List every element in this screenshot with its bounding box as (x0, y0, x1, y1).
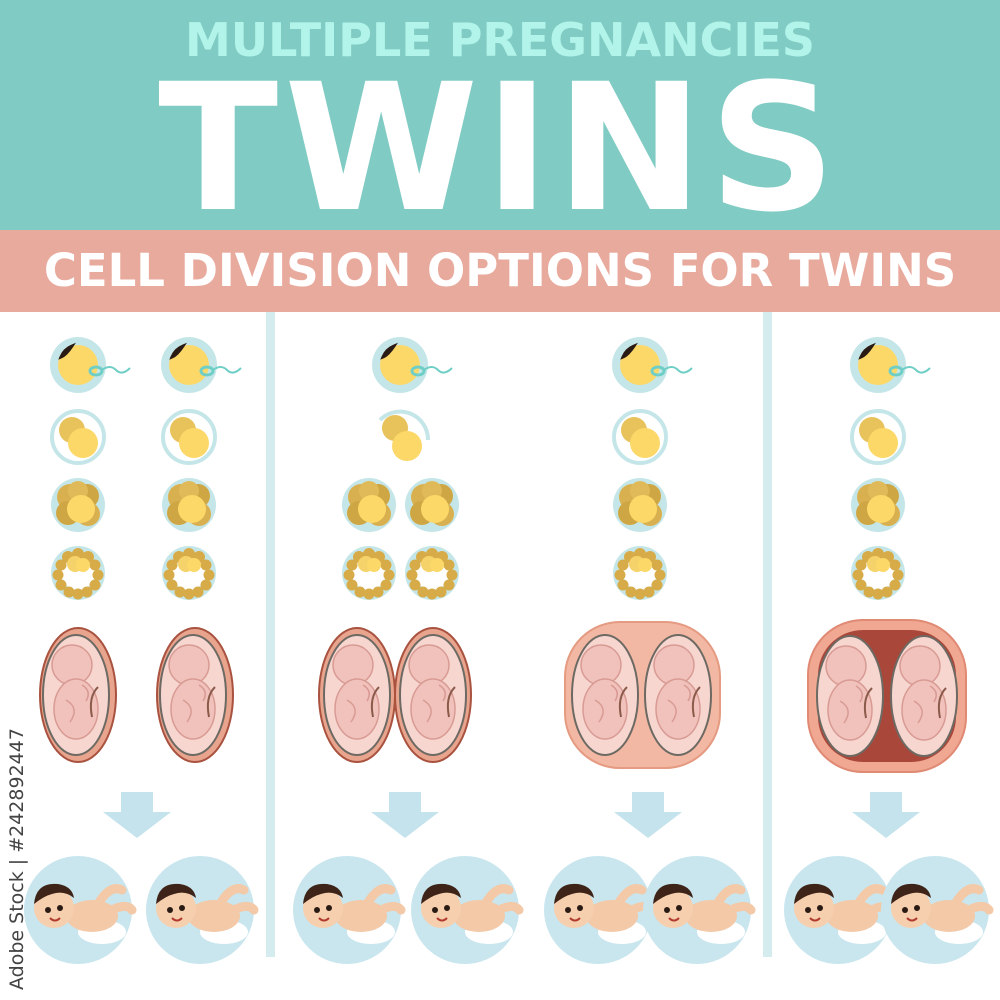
baby-icon (146, 856, 254, 964)
fetus-sac-icon (807, 619, 967, 773)
header: MULTIPLE PREGNANCIES TWINS (0, 0, 1000, 230)
option-shared-placenta (544, 335, 751, 964)
zygote-icon (48, 335, 132, 395)
column-divider (266, 312, 275, 957)
morula-icon (342, 478, 396, 532)
fetus-sac-icon (318, 627, 472, 763)
watermark: Adobe Stock | #242892447 (6, 728, 28, 990)
down-arrow-icon (852, 792, 920, 838)
blastocyst-icon (851, 546, 905, 600)
option-early-split (293, 335, 519, 964)
morula-icon (51, 478, 105, 532)
baby-icon (881, 856, 989, 964)
baby-icon (24, 856, 132, 964)
morula-icon (405, 478, 459, 532)
fetus-sac-icon (156, 627, 234, 763)
two-cell-icon (161, 409, 217, 465)
fetus-sac-icon (39, 627, 117, 763)
down-arrow-icon (103, 792, 171, 838)
title: TWINS (158, 74, 842, 224)
morula-icon (851, 478, 905, 532)
two-cell-icon (612, 409, 668, 465)
two-cell-icon (850, 409, 906, 465)
baby-icon (411, 856, 519, 964)
morula-icon (162, 478, 216, 532)
blastocyst-icon (162, 546, 216, 600)
blastocyst-icon (405, 546, 459, 600)
blastocyst-icon (51, 546, 105, 600)
baby-icon (784, 856, 892, 964)
fetus-sac-icon (564, 621, 721, 769)
baby-icon (544, 856, 652, 964)
column-divider (763, 312, 772, 957)
down-arrow-icon (371, 792, 439, 838)
twin-diagram (0, 335, 1000, 1000)
two-cell-icon (50, 409, 106, 465)
subtitle: MULTIPLE PREGNANCIES (184, 13, 816, 67)
zygote-icon (848, 335, 932, 395)
two-cell-icon (378, 409, 431, 461)
blastocyst-icon (342, 546, 396, 600)
morula-icon (613, 478, 667, 532)
down-arrow-icon (614, 792, 682, 838)
baby-icon (293, 856, 401, 964)
blastocyst-icon (613, 546, 667, 600)
option-dichorionic-separate (24, 335, 254, 964)
option-shared-sac (784, 335, 989, 964)
zygote-icon (610, 335, 694, 395)
section-band: CELL DIVISION OPTIONS FOR TWINS (0, 230, 1000, 312)
section-title: CELL DIVISION OPTIONS FOR TWINS (43, 244, 957, 297)
zygote-icon (370, 335, 454, 395)
zygote-icon (159, 335, 243, 395)
baby-icon (643, 856, 751, 964)
